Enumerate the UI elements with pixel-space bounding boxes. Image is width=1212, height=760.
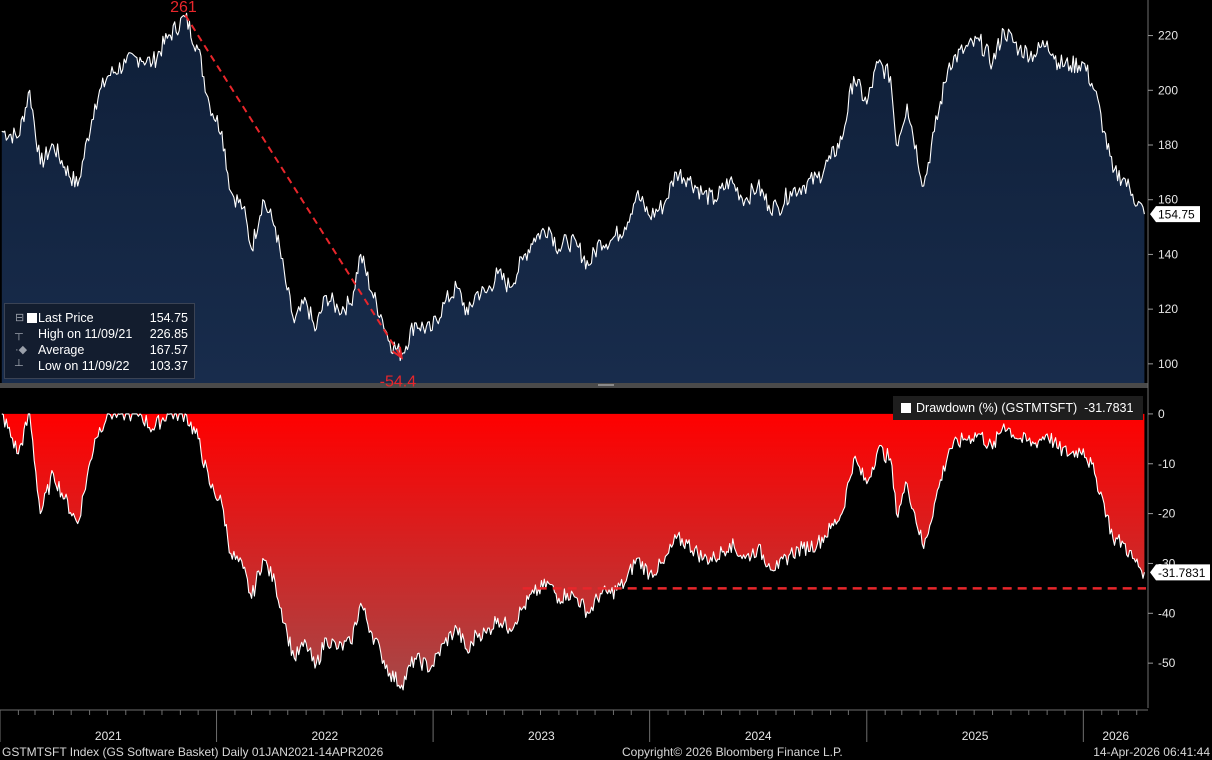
legend-value: 167.57 bbox=[149, 343, 188, 357]
last-price-tag-label: 154.75 bbox=[1158, 208, 1195, 222]
footer-copyright: Copyright© 2026 Bloomberg Finance L.P. bbox=[622, 745, 843, 759]
x-tick-label-year: 2022 bbox=[311, 729, 338, 743]
drawdown-ytick-label: -40 bbox=[1158, 606, 1176, 620]
legend-label: Average bbox=[38, 343, 85, 357]
drawdown-ytick-label: -10 bbox=[1158, 457, 1176, 471]
price-ytick-label: 120 bbox=[1158, 302, 1178, 316]
low-marker-icon: ┴ bbox=[15, 360, 23, 372]
last-price-swatch-icon bbox=[27, 313, 37, 323]
drawdown-ytick-label: 0 bbox=[1158, 407, 1165, 421]
legend-row-last-price: ⊟ Last Price 154.75 bbox=[5, 310, 188, 326]
price-area-fill bbox=[1, 13, 1145, 384]
drawdown-area-fill bbox=[1, 413, 1145, 690]
high-marker-icon: ┬ bbox=[15, 328, 23, 340]
legend-row-average: ·◆ Average 167.57 bbox=[5, 342, 188, 358]
price-ytick-label: 220 bbox=[1158, 29, 1178, 43]
legend-value: 226.85 bbox=[149, 327, 188, 341]
panel-divider[interactable] bbox=[0, 383, 1148, 388]
average-marker-icon: ·◆ bbox=[15, 344, 28, 356]
drawdown-ytick-label: -50 bbox=[1158, 656, 1176, 670]
price-legend: ⊟ Last Price 154.75 ┬ High on 11/09/21 2… bbox=[4, 303, 195, 379]
x-tick-label-year: 2021 bbox=[95, 729, 122, 743]
peak-to-trough-line bbox=[184, 14, 403, 359]
price-ytick-label: 200 bbox=[1158, 83, 1178, 97]
last-drawdown-tag-label: -31.7831 bbox=[1158, 566, 1206, 580]
drawdown-legend: Drawdown (%) (GSTMTSFT) -31.7831 bbox=[893, 396, 1143, 420]
footer-security-description: GSTMTSFT Index (GS Software Basket) Dail… bbox=[2, 745, 384, 759]
x-tick-label-year: 2024 bbox=[745, 729, 772, 743]
legend-row-low: ┴ Low on 11/09/22 103.37 bbox=[5, 358, 188, 374]
panel-resize-handle[interactable] bbox=[598, 384, 614, 386]
drawdown-ytick-label: -20 bbox=[1158, 507, 1176, 521]
collapse-icon[interactable]: ⊟ bbox=[15, 312, 25, 324]
legend-label: High on 11/09/21 bbox=[38, 327, 133, 341]
price-ytick-label: 140 bbox=[1158, 247, 1178, 261]
price-ytick-label: 160 bbox=[1158, 193, 1178, 207]
price-ytick-label: 100 bbox=[1158, 357, 1178, 371]
drawdown-legend-name: Drawdown (%) (GSTMTSFT) bbox=[916, 401, 1078, 415]
x-tick-label-year: 2023 bbox=[528, 729, 555, 743]
x-tick-label-year: 2025 bbox=[962, 729, 989, 743]
legend-value: 103.37 bbox=[149, 359, 188, 373]
legend-label: Low on 11/09/22 bbox=[38, 359, 130, 373]
drawdown-legend-value: -31.7831 bbox=[1084, 401, 1134, 415]
price-series-line bbox=[1, 12, 1145, 362]
peak-annotation-label: 261 bbox=[170, 0, 197, 16]
drawdown-series-line bbox=[1, 413, 1145, 691]
legend-row-high: ┬ High on 11/09/21 226.85 bbox=[5, 326, 188, 342]
legend-value: 154.75 bbox=[149, 311, 188, 325]
footer-timestamp: 14-Apr-2026 06:41:44 bbox=[1093, 745, 1210, 759]
x-tick-label-year: 2026 bbox=[1102, 729, 1129, 743]
last-price-tag bbox=[1150, 206, 1200, 223]
price-ytick-label: 180 bbox=[1158, 138, 1178, 152]
drawdown-swatch-icon bbox=[901, 403, 911, 413]
legend-label: Last Price bbox=[38, 311, 94, 325]
last-drawdown-tag bbox=[1150, 564, 1210, 581]
arrowhead-icon bbox=[392, 346, 404, 360]
drawdown-legend-label: Drawdown (%) (GSTMTSFT) -31.7831 bbox=[916, 396, 1133, 420]
trough-annotation-label: -54.4 bbox=[380, 374, 417, 391]
